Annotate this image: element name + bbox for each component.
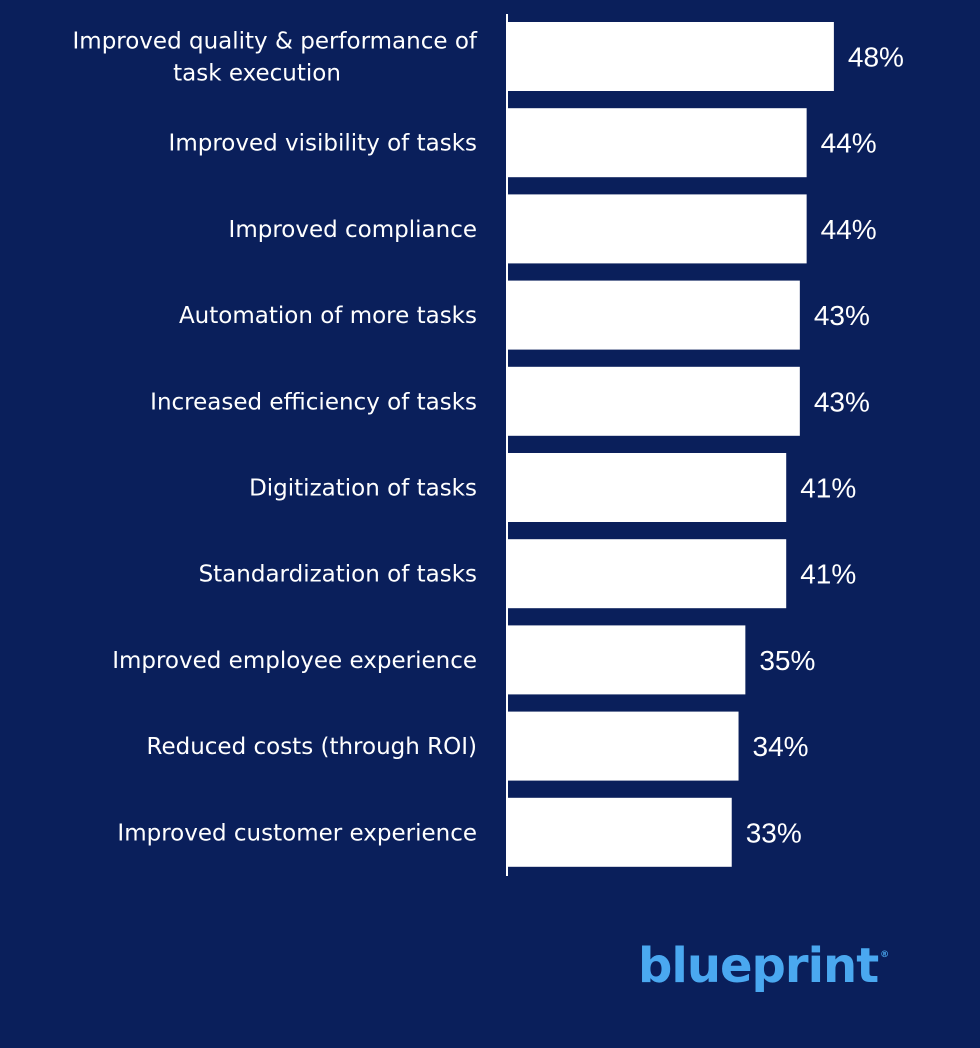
bar (507, 539, 787, 609)
category-label: Improved visibility of tasks (169, 131, 477, 157)
data-label: 43% (814, 386, 870, 417)
logo-registered-mark: ® (880, 950, 889, 960)
blueprint-logo: blueprint ® (638, 938, 889, 994)
data-label: 44% (821, 128, 877, 159)
bar (507, 453, 787, 522)
data-label: 35% (759, 645, 815, 676)
category-label: Increased efficiency of tasks (150, 389, 477, 415)
data-label: 44% (821, 214, 877, 245)
category-label: Automation of more tasks (179, 303, 477, 329)
category-label: Standardization of tasks (199, 562, 477, 588)
category-label: Improved employee experience (112, 648, 477, 674)
data-label: 48% (848, 42, 904, 73)
category-label: Reduced costs (through ROI) (147, 734, 478, 760)
bar (507, 108, 807, 178)
data-label: 41% (800, 473, 856, 504)
bar (507, 366, 800, 436)
category-label: Digitization of tasks (249, 476, 477, 502)
data-label: 41% (800, 559, 856, 590)
data-label: 34% (753, 731, 809, 762)
category-label: task execution (173, 61, 341, 87)
bar (507, 625, 746, 695)
category-label: Improved compliance (229, 217, 477, 243)
bar (507, 22, 834, 91)
bar-chart: 48% Improved quality & performance of task… (73, 14, 904, 876)
data-label: 33% (746, 817, 802, 848)
logo-text: blueprint (638, 938, 879, 994)
bar (507, 194, 807, 264)
bar (507, 711, 739, 781)
category-label: Improved customer experience (117, 820, 477, 846)
data-label: 43% (814, 300, 870, 331)
category-label: Improved quality & performance of (73, 29, 478, 55)
bar (507, 280, 800, 350)
bar (507, 797, 732, 867)
